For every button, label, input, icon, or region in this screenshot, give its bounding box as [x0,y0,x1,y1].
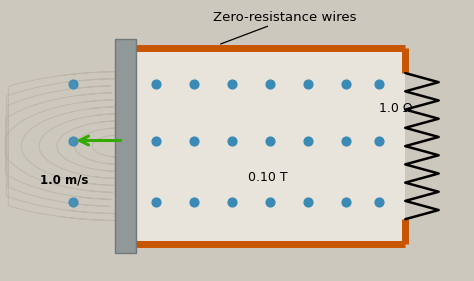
Point [375,138,383,143]
Point [266,138,274,143]
Point [228,138,236,143]
Point [266,200,274,205]
Text: 0.10 T: 0.10 T [248,171,288,183]
Text: 1.0 Ω: 1.0 Ω [379,102,413,115]
Bar [126,48,405,244]
Point [304,82,312,87]
Point [342,82,350,87]
Point [375,82,383,87]
Point [375,200,383,205]
Point [228,200,236,205]
Point [153,82,160,87]
Point [266,82,274,87]
Point [304,200,312,205]
Point [191,82,198,87]
Point [153,200,160,205]
Bar [115,39,136,253]
Point [191,138,198,143]
Text: Zero-resistance wires: Zero-resistance wires [213,11,356,24]
Point [228,82,236,87]
Text: 1.0 m/s: 1.0 m/s [40,173,89,186]
Point [153,138,160,143]
Point [70,200,77,205]
Point [342,138,350,143]
Point [70,82,77,87]
Point [342,200,350,205]
Point [191,200,198,205]
Point [304,138,312,143]
Point [70,138,77,143]
